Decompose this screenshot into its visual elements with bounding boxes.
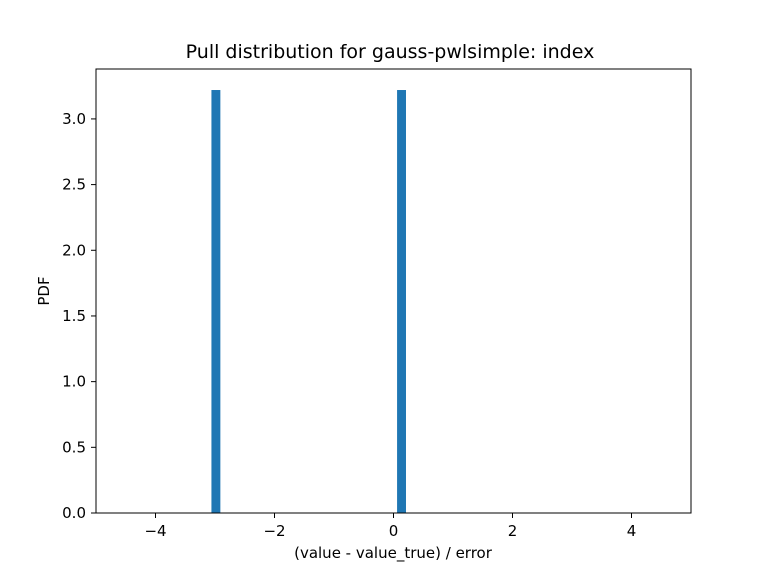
plot-frame [95,68,692,514]
y-tick-label: 0.0 [62,504,86,522]
chart-title: Pull distribution for gauss-pwlsimple: i… [186,41,595,63]
y-tick-label: 3.0 [62,110,86,128]
y-tick-label: 1.0 [62,373,86,391]
y-tick-label: 1.5 [62,307,86,325]
x-tick-label: 0 [389,522,399,540]
x-axis-ticks: −4 −2 0 2 4 [144,513,636,540]
x-tick-label: −4 [144,522,166,540]
y-axis-label: PDF [35,276,53,305]
histogram-bar [397,90,406,513]
bars-group [211,90,406,513]
y-axis-ticks: 0.0 0.5 1.0 1.5 2.0 2.5 3.0 [62,110,96,522]
x-tick-label: 4 [627,522,637,540]
x-axis-label: (value - value_true) / error [294,544,493,563]
x-tick-label: −2 [263,522,285,540]
histogram-bar [211,90,221,513]
y-tick-label: 0.5 [62,438,86,456]
y-tick-label: 2.5 [62,176,86,194]
y-tick-label: 2.0 [62,241,86,259]
x-tick-label: 2 [508,522,518,540]
